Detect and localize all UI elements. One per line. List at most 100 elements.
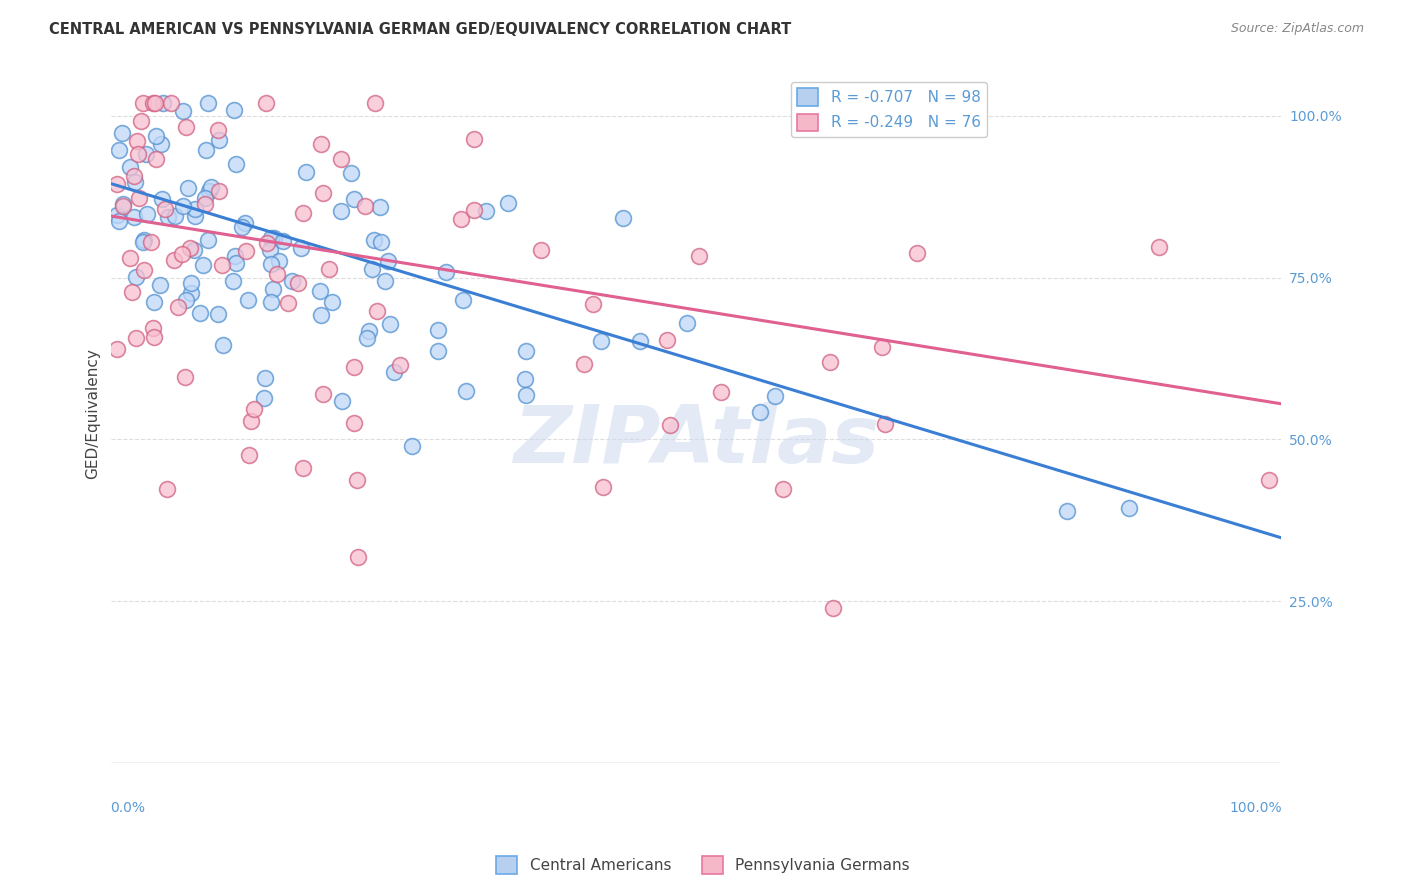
- Point: [132, 235, 155, 249]
- Point: [142, 330, 165, 344]
- Point: [183, 244, 205, 258]
- Text: CENTRAL AMERICAN VS PENNSYLVANIA GERMAN GED/EQUIVALENCY CORRELATION CHART: CENTRAL AMERICAN VS PENNSYLVANIA GERMAN …: [49, 22, 792, 37]
- Point: [262, 282, 284, 296]
- Point: [427, 323, 450, 337]
- Point: [259, 295, 281, 310]
- Point: [124, 175, 146, 189]
- Point: [281, 274, 304, 288]
- Point: [194, 191, 217, 205]
- Point: [111, 197, 134, 211]
- Point: [107, 208, 129, 222]
- Point: [233, 216, 256, 230]
- Point: [152, 96, 174, 111]
- Point: [463, 202, 485, 217]
- Point: [253, 371, 276, 385]
- Point: [340, 165, 363, 179]
- Point: [378, 317, 401, 331]
- Point: [366, 303, 388, 318]
- Point: [105, 343, 128, 357]
- Point: [343, 416, 366, 430]
- Point: [260, 231, 283, 245]
- Point: [200, 180, 222, 194]
- Legend: Central Americans, Pennsylvania Germans: Central Americans, Pennsylvania Germans: [489, 850, 917, 880]
- Point: [710, 385, 733, 400]
- Point: [361, 262, 384, 277]
- Point: [401, 439, 423, 453]
- Point: [121, 285, 143, 299]
- Point: [513, 372, 536, 386]
- Point: [177, 180, 200, 194]
- Point: [142, 321, 165, 335]
- Point: [368, 200, 391, 214]
- Point: [330, 203, 353, 218]
- Point: [150, 137, 173, 152]
- Point: [582, 297, 605, 311]
- Point: [277, 295, 299, 310]
- Point: [156, 211, 179, 225]
- Point: [155, 202, 177, 216]
- Point: [127, 147, 149, 161]
- Point: [496, 195, 519, 210]
- Point: [131, 95, 153, 110]
- Point: [149, 277, 172, 292]
- Point: [377, 253, 399, 268]
- Point: [179, 241, 201, 255]
- Point: [163, 210, 186, 224]
- Point: [118, 161, 141, 175]
- Point: [308, 285, 330, 299]
- Point: [188, 306, 211, 320]
- Point: [675, 316, 697, 330]
- Point: [309, 308, 332, 322]
- Point: [235, 244, 257, 259]
- Point: [330, 394, 353, 409]
- Point: [475, 203, 498, 218]
- Point: [1258, 473, 1281, 487]
- Point: [172, 198, 194, 212]
- Point: [363, 233, 385, 247]
- Point: [197, 233, 219, 247]
- Point: [463, 132, 485, 146]
- Point: [176, 120, 198, 135]
- Point: [294, 165, 316, 179]
- Point: [312, 387, 335, 401]
- Point: [905, 246, 928, 260]
- Point: [658, 417, 681, 432]
- Point: [222, 103, 245, 118]
- Y-axis label: GED/Equivalency: GED/Equivalency: [86, 348, 100, 479]
- Point: [818, 355, 841, 369]
- Point: [763, 389, 786, 403]
- Point: [292, 206, 315, 220]
- Point: [875, 417, 897, 431]
- Point: [174, 293, 197, 308]
- Point: [128, 191, 150, 205]
- Point: [772, 482, 794, 496]
- Point: [122, 210, 145, 224]
- Point: [194, 197, 217, 211]
- Point: [224, 249, 246, 263]
- Point: [657, 334, 679, 348]
- Point: [370, 235, 392, 249]
- Point: [748, 405, 770, 419]
- Point: [259, 256, 281, 270]
- Point: [451, 293, 474, 307]
- Point: [1056, 504, 1078, 518]
- Point: [269, 254, 291, 268]
- Point: [287, 277, 309, 291]
- Point: [238, 448, 260, 462]
- Point: [198, 184, 221, 198]
- Point: [208, 133, 231, 147]
- Legend: R = -0.707   N = 98, R = -0.249   N = 76: R = -0.707 N = 98, R = -0.249 N = 76: [790, 82, 987, 137]
- Point: [343, 192, 366, 206]
- Point: [292, 461, 315, 475]
- Point: [183, 209, 205, 223]
- Point: [456, 384, 478, 399]
- Point: [612, 211, 634, 226]
- Point: [156, 483, 179, 497]
- Point: [823, 600, 845, 615]
- Point: [118, 251, 141, 265]
- Point: [591, 334, 613, 348]
- Point: [145, 152, 167, 166]
- Point: [290, 241, 312, 255]
- Point: [184, 202, 207, 216]
- Point: [330, 152, 353, 166]
